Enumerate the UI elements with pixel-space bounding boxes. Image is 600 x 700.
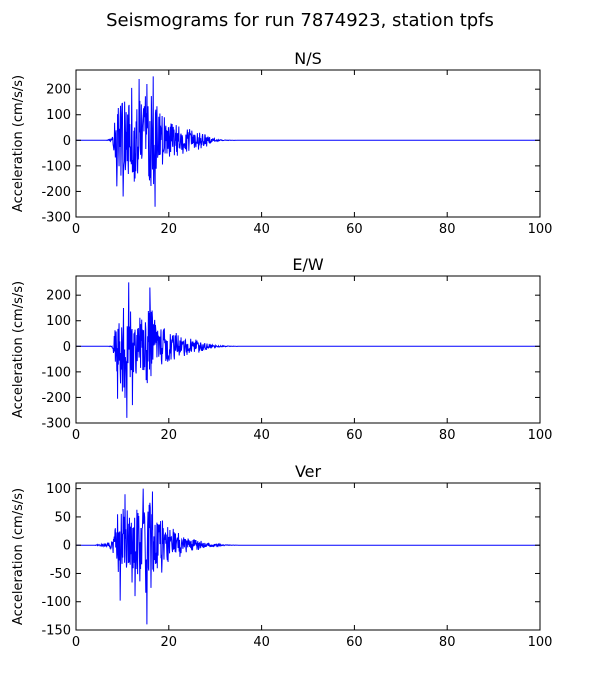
y-tick-label: 200 <box>46 289 71 304</box>
figure-title: Seismograms for run 7874923, station tpf… <box>106 10 494 31</box>
plot-frame <box>75 275 541 424</box>
panel-3: Ver Acceleration (cm/s/s) 0 20 40 60 80 100 -150… <box>11 462 552 650</box>
plot-frame <box>75 482 541 631</box>
x-tick-label: 80 <box>439 222 456 237</box>
panel-title: Ver <box>295 462 322 481</box>
x-tick-label: 40 <box>253 635 270 650</box>
panel-title: N/S <box>294 49 322 68</box>
x-tick-label: 100 <box>528 428 553 443</box>
y-tick-label: 0 <box>63 539 71 554</box>
trace-line <box>76 282 540 418</box>
x-tick-label: 80 <box>439 635 456 650</box>
panel-2: E/W Acceleration (cm/s/s) 0 20 40 60 80 100 -300… <box>11 255 552 443</box>
y-tick-label: -300 <box>41 211 71 226</box>
x-tick-label: 0 <box>72 428 80 443</box>
y-axis-label: Acceleration (cm/s/s) <box>11 281 26 418</box>
x-tick-label: 100 <box>528 635 553 650</box>
y-tick-label: -300 <box>41 417 71 432</box>
x-tick-label: 0 <box>72 222 80 237</box>
x-tick-label: 60 <box>346 635 363 650</box>
y-tick-label: 0 <box>63 340 71 355</box>
x-tick-label: 80 <box>439 428 456 443</box>
y-tick-label: 0 <box>63 134 71 149</box>
plot-frame <box>75 69 541 218</box>
y-axis-label: Acceleration (cm/s/s) <box>11 488 26 625</box>
y-tick-label: -100 <box>41 365 71 380</box>
x-tick-label: 0 <box>72 635 80 650</box>
y-tick-label: 100 <box>46 108 71 123</box>
x-tick-label: 40 <box>253 428 270 443</box>
y-tick-label: 100 <box>46 482 71 497</box>
y-tick-label: -150 <box>41 624 71 639</box>
x-tick-label: 60 <box>346 222 363 237</box>
y-tick-label: -100 <box>41 595 71 610</box>
y-tick-label: -100 <box>41 159 71 174</box>
trace-line <box>76 76 540 207</box>
y-axis-label: Acceleration (cm/s/s) <box>11 75 26 212</box>
y-tick-label: 50 <box>54 510 71 525</box>
y-tick-label: -200 <box>41 391 71 406</box>
panel-1: N/S Acceleration (cm/s/s) 0 20 40 60 80 100 -300… <box>11 49 552 237</box>
x-tick-label: 20 <box>161 222 178 237</box>
x-tick-label: 20 <box>161 428 178 443</box>
x-tick-label: 60 <box>346 428 363 443</box>
y-tick-label: 200 <box>46 83 71 98</box>
y-tick-label: -200 <box>41 185 71 200</box>
x-tick-label: 20 <box>161 635 178 650</box>
y-tick-label: -50 <box>50 567 71 582</box>
x-tick-label: 40 <box>253 222 270 237</box>
x-tick-label: 100 <box>528 222 553 237</box>
trace-line <box>76 488 540 625</box>
y-tick-label: 100 <box>46 314 71 329</box>
panel-title: E/W <box>292 255 324 274</box>
